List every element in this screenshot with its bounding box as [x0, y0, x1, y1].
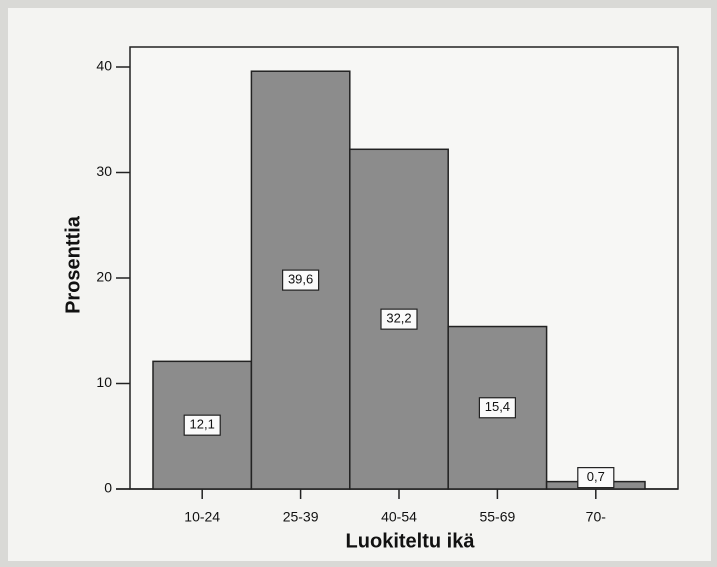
- x-tick-label: 70-: [586, 509, 607, 525]
- y-axis-title: Prosenttia: [62, 215, 84, 314]
- value-label: 32,2: [386, 311, 411, 326]
- x-tick-label: 40-54: [381, 509, 417, 525]
- y-tick-label: 40: [96, 58, 112, 74]
- value-label: 0,7: [587, 469, 605, 484]
- x-tick-label: 10-24: [184, 509, 220, 525]
- chart: Luokiteltu ikä Prosenttia 0 10 20 30 40 12,1 1…: [0, 0, 717, 567]
- x-tick-label: 55-69: [479, 509, 515, 525]
- y-tick-label: 20: [96, 269, 112, 285]
- value-label: 39,6: [288, 272, 313, 287]
- value-label: 15,4: [485, 399, 510, 414]
- y-tick-label: 10: [96, 374, 112, 390]
- y-tick-label: 0: [104, 480, 112, 496]
- page: {"chart_data": {"type": "bar", "x_label"…: [0, 0, 717, 567]
- value-label: 12,1: [190, 417, 215, 432]
- y-tick-label: 30: [96, 163, 112, 179]
- x-axis-title: Luokiteltu ikä: [346, 530, 476, 552]
- x-tick-label: 25-39: [283, 509, 319, 525]
